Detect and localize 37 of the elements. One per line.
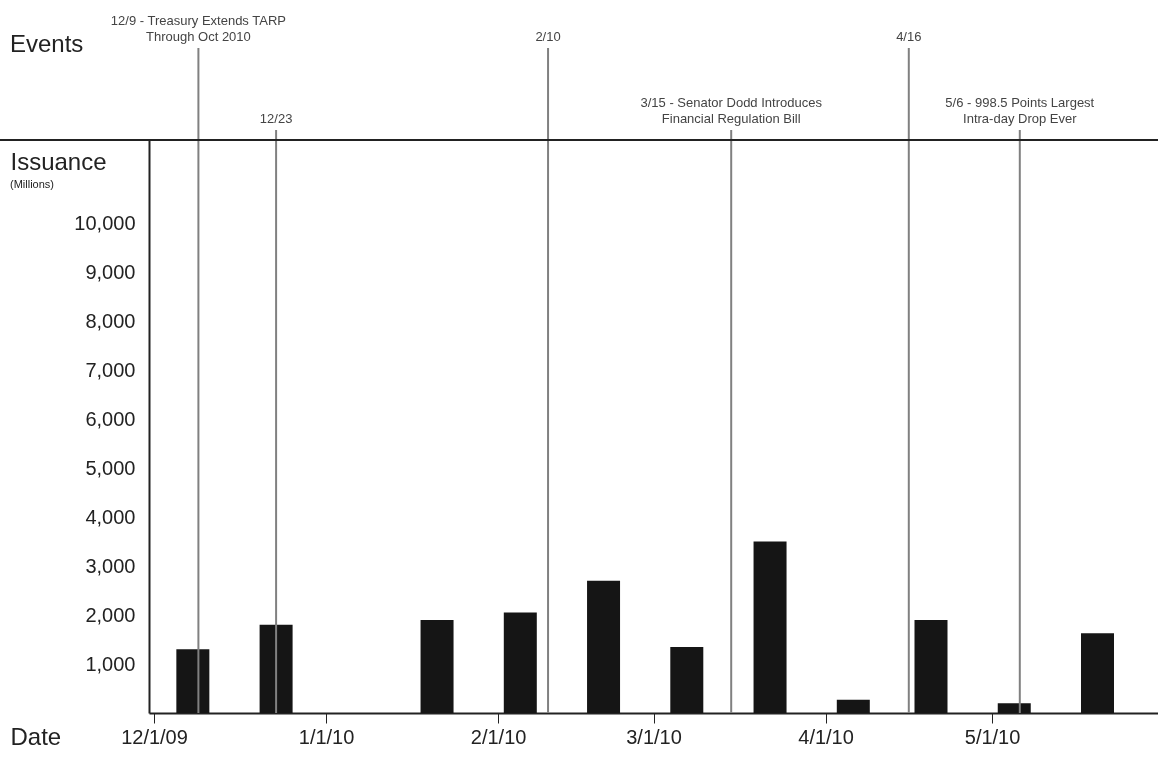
y-tick-label: 2,000 [85, 603, 136, 626]
bar [1081, 633, 1114, 713]
bar [670, 646, 704, 713]
y-tick-label: 8,000 [85, 309, 136, 332]
x-tick-label: 3/1/10 [626, 725, 682, 748]
y-axis-title: Issuance [10, 147, 107, 175]
ref-line-label: 2/10 [535, 29, 561, 44]
bar [836, 699, 870, 713]
bar [176, 649, 210, 713]
bar [914, 619, 948, 713]
ref-line-label: 12/23 [259, 111, 293, 126]
bar [587, 580, 621, 713]
bar [997, 703, 1031, 713]
y-tick-label: 7,000 [85, 358, 136, 381]
ref-line-label: 4/16 [896, 29, 922, 44]
bar [259, 624, 293, 713]
text: Events [10, 30, 84, 57]
text: (Millions) [10, 178, 54, 190]
x-tick-label: 2/1/10 [470, 725, 527, 748]
y-tick-label: 4,000 [85, 505, 136, 528]
bar [420, 619, 454, 713]
x-tick-label: 4/1/10 [798, 725, 854, 748]
ref-line-label: 5/6 - 998.5 Points Largest Intra-day Drop Ever [945, 95, 1095, 126]
x-tick-label: 5/1/10 [964, 725, 1021, 748]
x-tick-label: 12/1/09 [121, 725, 188, 748]
bar [503, 612, 537, 713]
y-tick-label: 6,000 [85, 407, 136, 430]
y-tick-label: 10,000 [74, 211, 136, 234]
bar [753, 541, 787, 713]
ref-line-label: 12/9 - Treasury Extends TARP Through Oct 2010 [110, 13, 286, 44]
x-tick-label: 1/1/10 [298, 725, 355, 748]
ref-line-label: 3/15 - Senator Dodd Introduces Financial Regulation Bill [640, 95, 823, 126]
y-tick-label: 3,000 [85, 554, 136, 577]
y-tick-label: 5,000 [85, 456, 136, 479]
y-tick-label: 1,000 [85, 652, 136, 675]
y-tick-label: 9,000 [85, 260, 136, 283]
x-axis-title: Date [10, 722, 62, 750]
